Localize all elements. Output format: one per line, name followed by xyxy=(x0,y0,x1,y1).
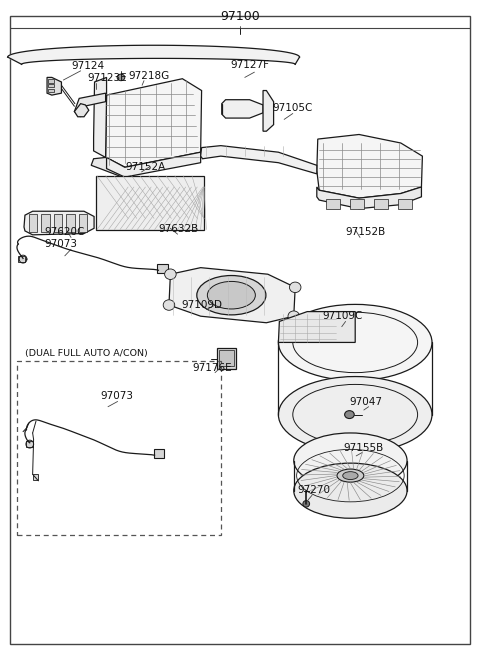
Polygon shape xyxy=(317,187,421,209)
Bar xyxy=(66,214,75,232)
Bar xyxy=(96,176,204,230)
Polygon shape xyxy=(263,91,274,131)
Ellipse shape xyxy=(343,472,358,480)
Ellipse shape xyxy=(207,281,255,309)
Bar xyxy=(326,199,340,209)
Bar xyxy=(398,199,412,209)
Ellipse shape xyxy=(117,74,125,81)
Bar xyxy=(41,214,50,232)
Bar xyxy=(154,449,164,458)
Text: 97047: 97047 xyxy=(349,397,383,407)
Polygon shape xyxy=(278,312,355,342)
Bar xyxy=(48,84,54,87)
Ellipse shape xyxy=(337,469,364,482)
Bar xyxy=(48,89,54,92)
Bar xyxy=(54,214,62,232)
Bar xyxy=(350,199,364,209)
Bar xyxy=(17,361,221,535)
Text: 97073: 97073 xyxy=(101,392,134,401)
Text: 97176E: 97176E xyxy=(192,363,232,373)
Bar xyxy=(26,441,33,447)
Polygon shape xyxy=(106,79,202,167)
Ellipse shape xyxy=(197,276,266,315)
Polygon shape xyxy=(91,157,125,177)
Bar xyxy=(374,199,388,209)
Polygon shape xyxy=(222,100,263,118)
Text: 97124: 97124 xyxy=(71,61,104,71)
Ellipse shape xyxy=(303,501,310,507)
Polygon shape xyxy=(47,77,61,95)
Ellipse shape xyxy=(289,282,301,293)
Polygon shape xyxy=(24,211,94,235)
Text: 97100: 97100 xyxy=(220,10,260,23)
Text: 97073: 97073 xyxy=(44,239,77,249)
Bar xyxy=(217,348,236,369)
Polygon shape xyxy=(94,77,107,157)
Text: 97109D: 97109D xyxy=(181,300,222,310)
Bar xyxy=(79,214,87,232)
Text: 97620C: 97620C xyxy=(44,228,84,237)
Bar xyxy=(157,264,168,273)
Bar xyxy=(219,350,234,366)
Text: 97123E: 97123E xyxy=(87,73,127,83)
Polygon shape xyxy=(74,93,106,117)
Polygon shape xyxy=(8,45,300,64)
Bar xyxy=(33,474,38,480)
Text: 97152A: 97152A xyxy=(126,162,166,172)
Text: 97155B: 97155B xyxy=(344,443,384,453)
Polygon shape xyxy=(317,134,422,198)
Ellipse shape xyxy=(288,311,300,321)
Text: 97270: 97270 xyxy=(298,485,331,495)
Polygon shape xyxy=(201,146,317,174)
Polygon shape xyxy=(107,152,201,177)
Text: 97152B: 97152B xyxy=(346,228,386,237)
Ellipse shape xyxy=(294,463,407,518)
Ellipse shape xyxy=(278,377,432,453)
Ellipse shape xyxy=(345,411,354,419)
Ellipse shape xyxy=(165,269,176,279)
Text: 97218G: 97218G xyxy=(129,71,170,81)
Text: 97109C: 97109C xyxy=(323,312,363,321)
Text: (DUAL FULL AUTO A/CON): (DUAL FULL AUTO A/CON) xyxy=(25,348,148,358)
Polygon shape xyxy=(74,104,89,117)
Text: 97127F: 97127F xyxy=(230,60,269,70)
Ellipse shape xyxy=(163,300,175,310)
Text: 97105C: 97105C xyxy=(273,104,313,113)
Bar xyxy=(18,256,25,262)
Ellipse shape xyxy=(294,433,407,488)
Bar xyxy=(29,214,37,232)
Bar xyxy=(48,79,54,83)
Text: 97632B: 97632B xyxy=(158,224,199,234)
Ellipse shape xyxy=(278,304,432,380)
Polygon shape xyxy=(169,268,295,323)
